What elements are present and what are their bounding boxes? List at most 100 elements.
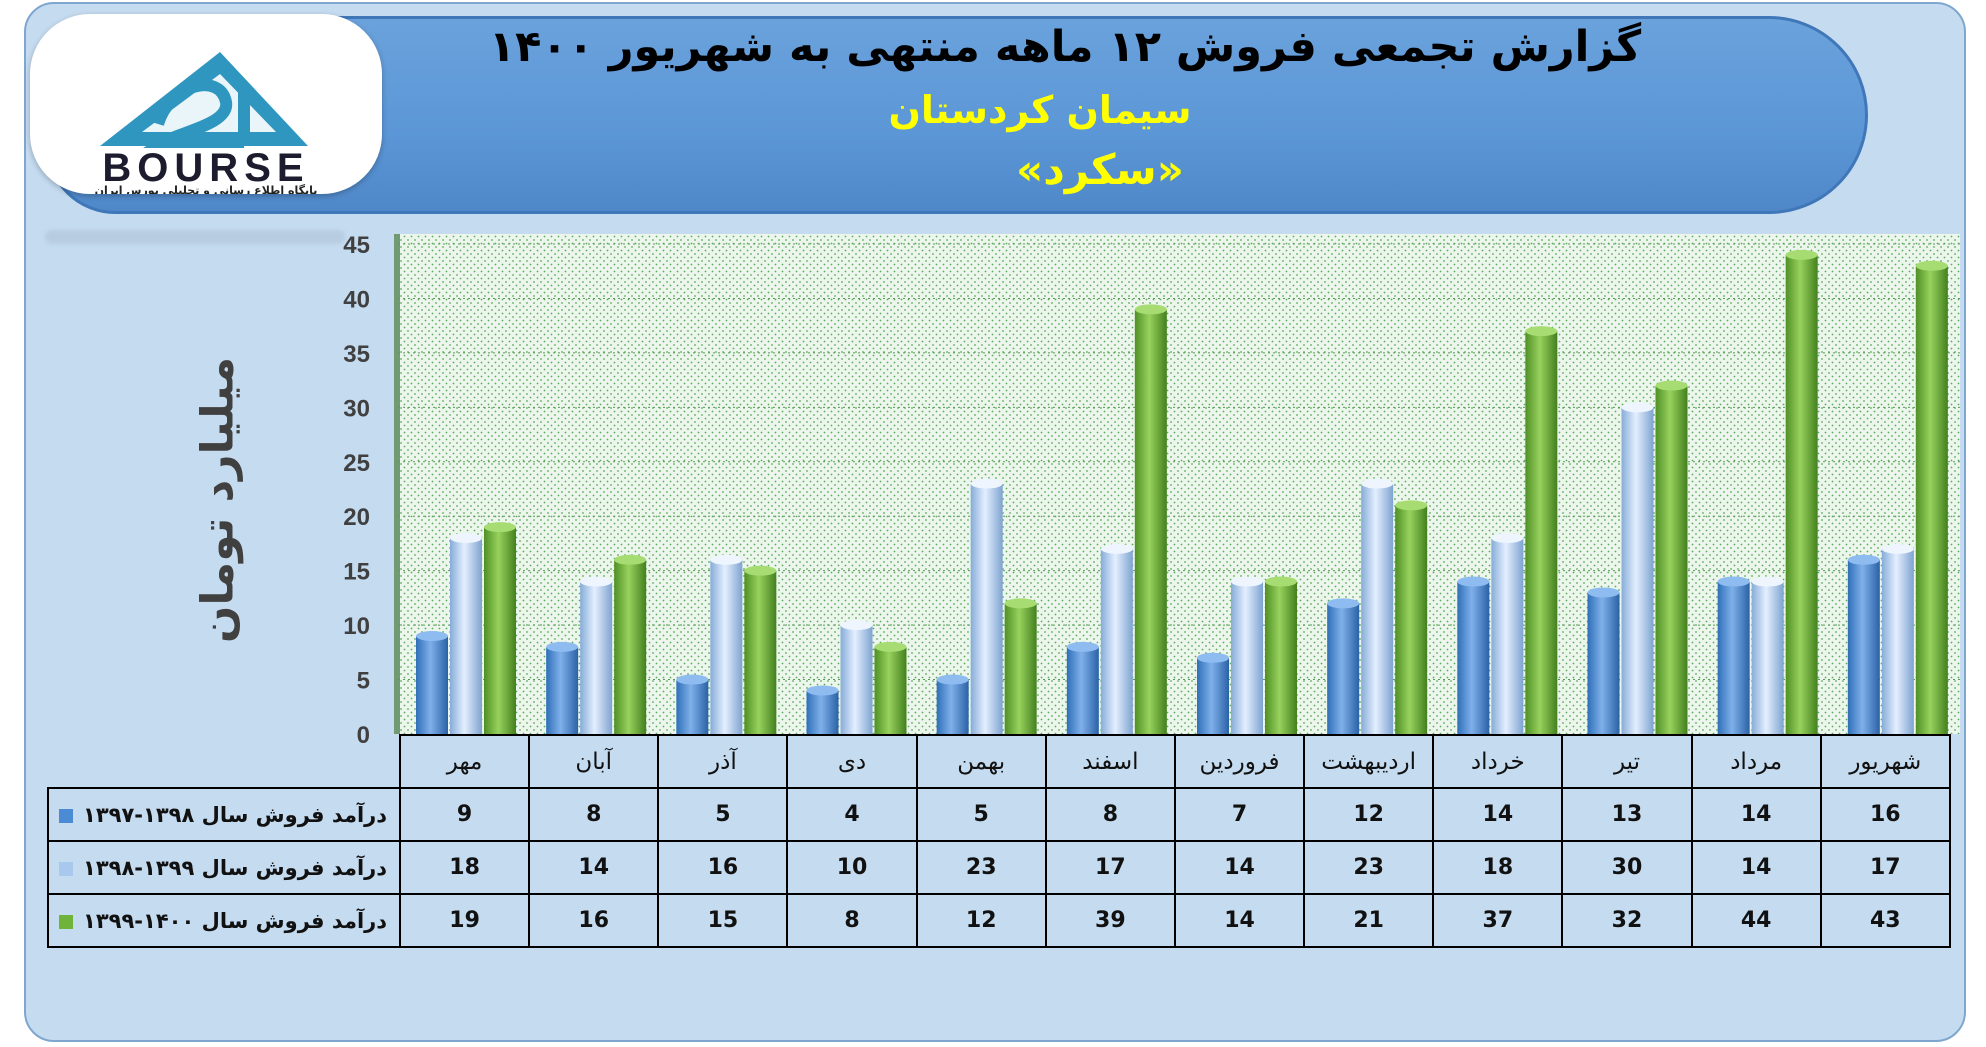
bar-cap-s1-2 — [676, 674, 709, 685]
category-label: آبان — [528, 734, 660, 789]
data-label: 12 — [915, 893, 1047, 948]
bar-s3-10 — [1785, 254, 1818, 734]
data-label: 14 — [1690, 787, 1822, 842]
bar-cap-s3-4 — [1004, 598, 1037, 609]
bar-cap-s2-4 — [970, 478, 1003, 489]
bar-cap-s3-5 — [1134, 304, 1167, 315]
category-label: مهر — [398, 734, 531, 789]
bar-cap-s3-9 — [1655, 380, 1688, 391]
bar-cap-s3-2 — [744, 565, 777, 576]
data-label: 14 — [1173, 893, 1306, 948]
bar-s2-8 — [1491, 538, 1524, 734]
data-label: 13 — [1561, 787, 1693, 842]
data-label: 14 — [528, 840, 660, 895]
y-tick-label: 30 — [343, 395, 370, 422]
logo-wordmark: BOURSE — [102, 146, 309, 190]
category-label: تیر — [1561, 734, 1693, 789]
bar-cap-s2-5 — [1100, 543, 1133, 554]
bar-s2-4 — [970, 483, 1003, 734]
data-label: 30 — [1561, 840, 1693, 895]
bar-cap-s2-0 — [450, 533, 482, 543]
category-label: خرداد — [1432, 734, 1564, 789]
bar-s1-4 — [936, 679, 969, 734]
bar-s1-9 — [1587, 592, 1620, 734]
bar-s1-7 — [1327, 603, 1360, 734]
y-tick-label: 45 — [343, 232, 370, 259]
data-label: 14 — [1690, 840, 1822, 895]
bar-cap-s1-4 — [936, 674, 969, 685]
bar-s1-11 — [1847, 559, 1880, 734]
legend-entry: درآمد فروش سال ۱۳۹۸-۱۳۹۷ — [47, 787, 401, 842]
data-label: 4 — [786, 787, 918, 842]
bar-cap-s3-7 — [1395, 500, 1428, 511]
bar-s3-7 — [1395, 505, 1428, 734]
bar-s3-3 — [874, 646, 907, 734]
data-label: 21 — [1303, 893, 1435, 948]
data-label: 5 — [915, 787, 1047, 842]
bar-s3-0 — [484, 527, 516, 734]
data-label: 9 — [398, 787, 531, 842]
bar-s3-11 — [1915, 265, 1948, 734]
y-tick-label: 40 — [343, 286, 370, 313]
bar-s2-11 — [1881, 548, 1914, 734]
data-label: 44 — [1690, 893, 1822, 948]
y-tick-label: 15 — [343, 559, 370, 586]
bourse-logo: BOURSE پایگاه اطلاع رسانی و تحلیلی بورس … — [30, 14, 382, 197]
data-label: 8 — [528, 787, 660, 842]
category-label: اردیبهشت — [1303, 734, 1435, 789]
data-label: 18 — [398, 840, 531, 895]
bar-s1-0 — [416, 636, 448, 734]
y-tick-label: 25 — [343, 450, 370, 477]
company-name: سیمان کردستان — [888, 88, 1192, 132]
table-header-row: مهر آبان آذر دی بهمن اسفند فروردین اردیبهشت خردا… — [48, 734, 1951, 789]
table-row: درآمد فروش سال ۱۳۹۹-۱۳۹۸ 18 14 16 10 23 17 14 23… — [47, 840, 1951, 895]
bar-cap-s3-3 — [874, 641, 907, 652]
data-label: 19 — [398, 893, 531, 948]
data-label: 10 — [786, 840, 918, 895]
bar-cap-s1-3 — [806, 685, 839, 696]
bar-cap-s1-8 — [1457, 576, 1490, 587]
bar-s1-2 — [676, 679, 709, 734]
category-label: شهریور — [1819, 734, 1951, 789]
table-row: درآمد فروش سال ۱۳۹۸-۱۳۹۷ 9 8 5 4 5 8 7 12 14 13 14 1… — [47, 787, 1951, 842]
bar-s2-3 — [840, 625, 873, 734]
bar-cap-s1-7 — [1327, 598, 1360, 609]
bar-s1-6 — [1197, 657, 1229, 734]
y-tick-label: 10 — [343, 613, 370, 640]
data-label: 16 — [1819, 787, 1951, 842]
bar-s1-5 — [1066, 646, 1099, 734]
bar-s3-5 — [1134, 309, 1167, 734]
bar-s3-4 — [1004, 603, 1037, 734]
data-label: 7 — [1173, 787, 1306, 842]
data-label: 16 — [528, 893, 660, 948]
bar-s3-6 — [1265, 581, 1297, 734]
bar-cap-s2-2 — [710, 554, 743, 565]
bar-cap-s1-5 — [1066, 641, 1099, 652]
bar-cap-s3-8 — [1525, 326, 1558, 337]
plot-wall-side — [394, 234, 400, 734]
bar-cap-s2-3 — [840, 620, 873, 631]
data-label: 16 — [657, 840, 789, 895]
bar-cap-s1-1 — [546, 641, 579, 652]
data-label: 43 — [1819, 893, 1951, 948]
bar-cap-s1-10 — [1717, 576, 1750, 587]
bar-s2-9 — [1621, 407, 1654, 734]
legend-entry: درآمد فروش سال ۱۴۰۰-۱۳۹۹ — [47, 893, 401, 948]
legend-swatch — [59, 914, 73, 929]
bar-cap-s3-1 — [614, 554, 647, 565]
bourse-logo-mark: BOURSE پایگاه اطلاع رسانی و تحلیلی بورس … — [95, 52, 317, 197]
data-label: 14 — [1432, 787, 1564, 842]
category-label: فروردین — [1173, 734, 1306, 789]
bar-s2-1 — [580, 581, 613, 734]
data-label: 23 — [1303, 840, 1435, 895]
category-label: دی — [786, 734, 918, 789]
bar-cap-s1-9 — [1587, 587, 1620, 598]
table-row: درآمد فروش سال ۱۴۰۰-۱۳۹۹ 19 16 15 8 12 39 14 21 3… — [47, 893, 1951, 948]
bar-s1-3 — [806, 690, 839, 734]
category-label: اسفند — [1044, 734, 1176, 789]
report-title: گزارش تجمعی فروش ۱۲ ماهه منتهی به شهریور… — [488, 22, 1642, 72]
data-label: 23 — [915, 840, 1047, 895]
y-tick-label: 5 — [357, 668, 370, 695]
